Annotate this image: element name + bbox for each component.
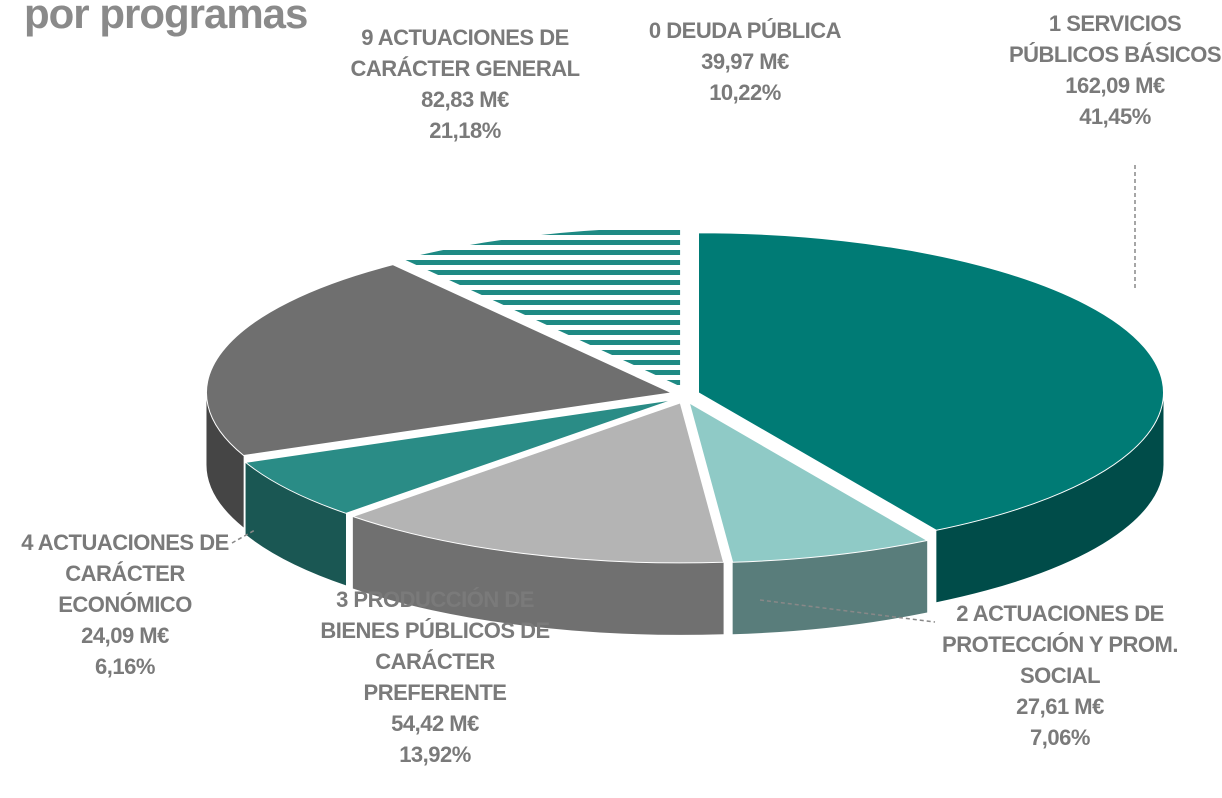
value-label: 54,42 M€ bbox=[391, 711, 479, 736]
category-label: 3 PRODUCCIÓN DE BIENES PÚBLICOS DE CARÁC… bbox=[320, 587, 550, 705]
slice bbox=[400, 226, 682, 388]
value-label: 27,61 M€ bbox=[1016, 694, 1104, 719]
slice-label: 4 ACTUACIONES DE CARÁCTER ECONÓMICO 24,09… bbox=[0, 527, 250, 682]
category-label: 1 SERVICIOS PÚBLICOS BÁSICOS bbox=[1008, 11, 1222, 67]
value-label: 39,97 M€ bbox=[701, 49, 789, 74]
percent-label: 6,16% bbox=[95, 654, 155, 679]
percent-label: 21,18% bbox=[429, 118, 501, 143]
slice-side bbox=[732, 540, 928, 635]
category-label: 4 ACTUACIONES DE CARÁCTER ECONÓMICO bbox=[21, 530, 229, 617]
slice-label: 9 ACTUACIONES DE CARÁCTER GENERAL 82,83 M… bbox=[340, 22, 590, 146]
slice-label: 1 SERVICIOS PÚBLICOS BÁSICOS 162,09 M€ 41,… bbox=[1000, 8, 1222, 132]
leader-line bbox=[759, 599, 936, 623]
slice-side bbox=[245, 462, 346, 586]
slice-label: 2 ACTUACIONES DE PROTECCIÓN Y PROM. SOCI… bbox=[935, 598, 1185, 753]
slice bbox=[244, 399, 674, 514]
value-label: 24,09 M€ bbox=[81, 623, 169, 648]
value-label: 82,83 M€ bbox=[421, 87, 509, 112]
category-label: 2 ACTUACIONES DE PROTECCIÓN Y PROM. SOCI… bbox=[942, 601, 1178, 688]
percent-label: 13,92% bbox=[399, 742, 471, 767]
category-label: 9 ACTUACIONES DE CARÁCTER GENERAL bbox=[350, 25, 580, 81]
pie-tops bbox=[206, 226, 1164, 564]
slice-label: 0 DEUDA PÚBLICA 39,97 M€ 10,22% bbox=[620, 15, 870, 108]
pie-sides bbox=[206, 392, 1164, 635]
slice bbox=[206, 264, 674, 457]
percent-label: 10,22% bbox=[709, 80, 781, 105]
value-label: 162,09 M€ bbox=[1065, 73, 1165, 98]
percent-label: 41,45% bbox=[1079, 104, 1151, 129]
category-label: 0 DEUDA PÚBLICA bbox=[648, 18, 842, 43]
percent-label: 7,06% bbox=[1030, 725, 1090, 750]
slice-side bbox=[936, 392, 1164, 603]
slice bbox=[351, 402, 725, 564]
slice bbox=[697, 232, 1164, 531]
leader-line bbox=[231, 529, 256, 544]
slice-side bbox=[352, 516, 724, 635]
slice bbox=[688, 401, 929, 563]
slice-side bbox=[206, 392, 244, 528]
chart-title: por programas bbox=[24, 0, 308, 37]
slice-label: 3 PRODUCCIÓN DE BIENES PÚBLICOS DE CARÁC… bbox=[310, 584, 560, 770]
